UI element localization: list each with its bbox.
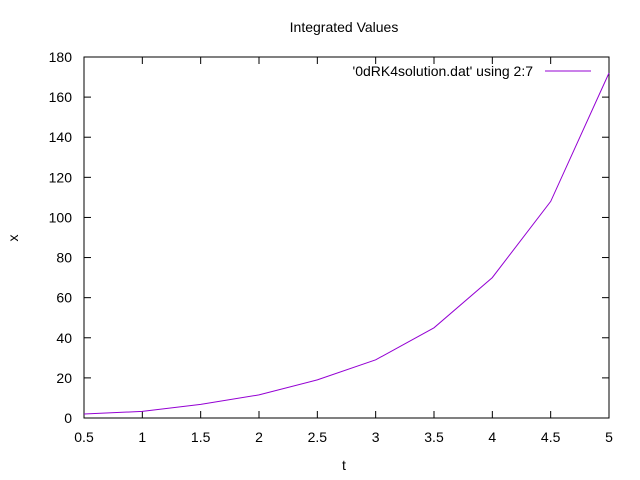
series-line [83, 72, 610, 415]
x-tick-label: 1.5 [191, 429, 211, 445]
x-tick-label: 1 [138, 429, 146, 445]
plot-frame [83, 56, 610, 419]
y-tick-label: 140 [49, 129, 73, 145]
y-tick-label: 120 [49, 169, 73, 185]
chart-title: Integrated Values [290, 19, 399, 35]
legend: '0dRK4solution.dat' using 2:7 [353, 63, 591, 79]
x-tick-label: 4.5 [541, 429, 561, 445]
x-tick-label: 3.5 [424, 429, 444, 445]
y-tick-label: 60 [56, 290, 72, 306]
y-tick-label: 80 [56, 250, 72, 266]
x-axis-label: t [342, 457, 346, 473]
x-tick-label: 5 [605, 429, 613, 445]
x-tick-label: 4 [488, 429, 496, 445]
x-tick-label: 0.5 [74, 429, 94, 445]
y-tick-label: 160 [49, 89, 73, 105]
y-tick-label: 0 [64, 410, 72, 426]
y-axis-label: x [5, 235, 21, 242]
x-tick-label: 2 [255, 429, 263, 445]
x-axis-ticks: 0.5 1 1.5 2 2.5 3 3.5 4 4.5 5 [74, 57, 613, 445]
legend-label: '0dRK4solution.dat' using 2:7 [353, 63, 534, 79]
y-tick-label: 180 [49, 49, 73, 65]
y-tick-label: 40 [56, 330, 72, 346]
series-layer [83, 72, 610, 415]
x-tick-label: 3 [372, 429, 380, 445]
y-tick-label: 100 [49, 209, 73, 225]
y-tick-label: 20 [56, 370, 72, 386]
y-axis-ticks: 0 20 40 60 80 100 120 140 160 180 [49, 49, 609, 426]
x-tick-label: 2.5 [308, 429, 328, 445]
